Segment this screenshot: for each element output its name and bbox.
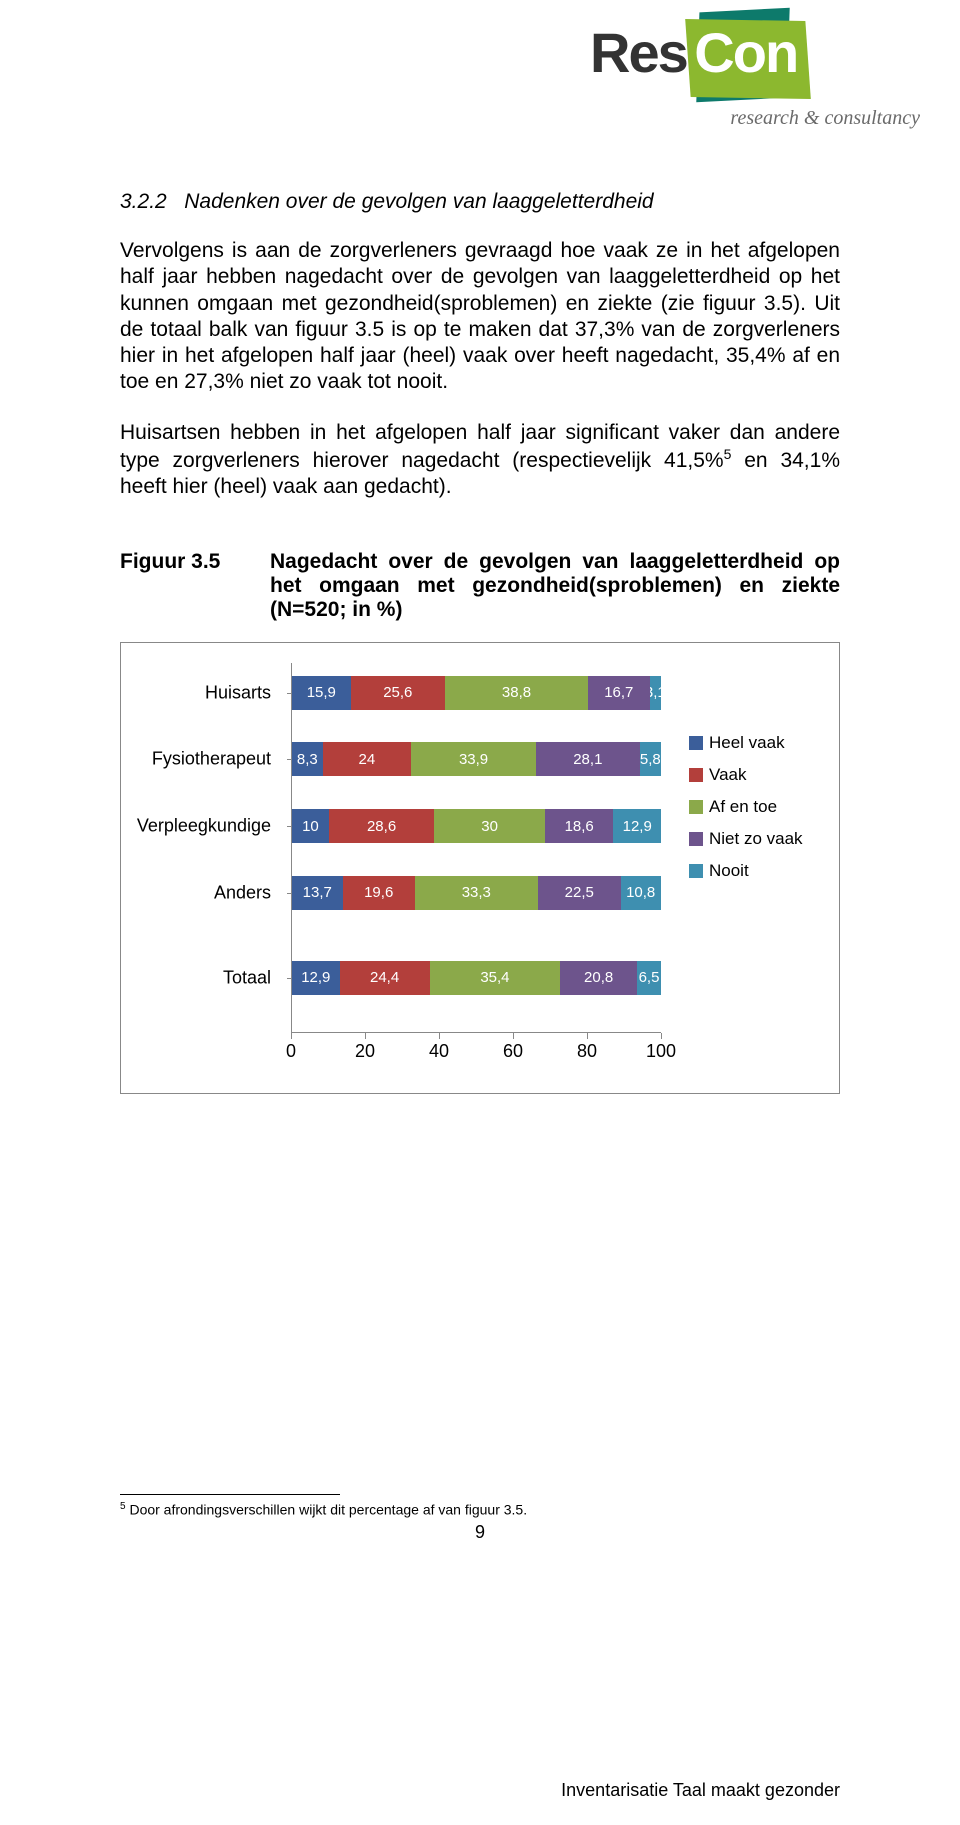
bar-segment: 24,4 [340, 961, 430, 995]
bar-row: 15,925,638,816,73,1 [292, 676, 661, 710]
bar-segment: 13,7 [292, 876, 343, 910]
paragraph-1: Vervolgens is aan de zorgverleners gevra… [120, 238, 840, 396]
paragraph-2: Huisartsen hebben in het afgelopen half … [120, 420, 840, 501]
y-axis-label: Anders [214, 882, 271, 903]
legend-swatch [689, 736, 703, 750]
legend-swatch [689, 832, 703, 846]
legend-item: Vaak [689, 765, 829, 785]
legend-swatch [689, 768, 703, 782]
bar-segment: 28,6 [329, 809, 434, 843]
logo-tagline: research & consultancy [730, 107, 920, 130]
bar-segment: 5,8 [640, 742, 661, 776]
bar-segment: 33,9 [411, 742, 536, 776]
bar-segment: 3,1 [650, 676, 661, 710]
legend-label: Af en toe [709, 797, 777, 817]
x-axis-label: 100 [646, 1041, 676, 1062]
bar-segment: 30 [434, 809, 545, 843]
footnote: 5 Door afrondingsverschillen wijkt dit p… [120, 1501, 840, 1518]
legend-label: Vaak [709, 765, 747, 785]
page-content: 3.2.2 Nadenken over de gevolgen van laag… [120, 190, 840, 1543]
bar-segment: 8,3 [292, 742, 323, 776]
legend-label: Nooit [709, 861, 749, 881]
bar-segment: 15,9 [292, 676, 351, 710]
figure-number: Figuur 3.5 [120, 550, 270, 622]
legend-label: Heel vaak [709, 733, 785, 753]
bar-segment: 16,7 [588, 676, 650, 710]
section-number: 3.2.2 [120, 190, 167, 213]
figure-label: Figuur 3.5 Nagedacht over de gevolgen va… [120, 550, 840, 622]
section-title: Nadenken over de gevolgen van laaggelett… [184, 190, 653, 213]
logo-text-left: Res [590, 20, 687, 85]
logo: Res Con research & consultancy [590, 20, 920, 140]
legend-item: Af en toe [689, 797, 829, 817]
chart-plot: Huisarts Fysiotherapeut Verpleegkundige And… [131, 663, 674, 1083]
bar-row: 13,719,633,322,510,8 [292, 876, 661, 910]
figure-caption: Nagedacht over de gevolgen van laaggelet… [270, 550, 840, 622]
logo-graphic: Con [688, 20, 797, 85]
x-tick [439, 1033, 440, 1039]
x-axis-label: 0 [286, 1041, 296, 1062]
bar-segment: 6,5 [637, 961, 661, 995]
bar-segment: 20,8 [560, 961, 637, 995]
x-tick [365, 1033, 366, 1039]
x-axis-label: 60 [503, 1041, 523, 1062]
footer: Inventarisatie Taal maakt gezonder [561, 1780, 840, 1801]
footnote-separator [120, 1494, 340, 1495]
x-tick [291, 1033, 292, 1039]
bar-segment: 10 [292, 809, 329, 843]
bar-segment: 12,9 [613, 809, 661, 843]
legend-label: Niet zo vaak [709, 829, 803, 849]
bar-segment: 25,6 [351, 676, 445, 710]
chart-legend: Heel vaak Vaak Af en toe Niet zo vaak Nooit [674, 663, 829, 1083]
legend-swatch [689, 864, 703, 878]
chart-container: Huisarts Fysiotherapeut Verpleegkundige And… [120, 642, 840, 1094]
x-axis-label: 20 [355, 1041, 375, 1062]
footnote-text: Door afrondingsverschillen wijkt dit per… [126, 1502, 528, 1518]
y-axis-label: Totaal [223, 967, 271, 988]
x-axis-label: 80 [577, 1041, 597, 1062]
x-tick [661, 1033, 662, 1039]
x-axis-label: 40 [429, 1041, 449, 1062]
bar-segment: 28,1 [536, 742, 640, 776]
y-axis-label: Fysiotherapeut [152, 749, 271, 770]
section-heading: 3.2.2 Nadenken over de gevolgen van laag… [120, 190, 840, 214]
legend-item: Niet zo vaak [689, 829, 829, 849]
bar-segment: 35,4 [430, 961, 561, 995]
bar-segment: 18,6 [545, 809, 614, 843]
bar-segment: 33,3 [415, 876, 538, 910]
x-axis: 020406080100 [291, 1033, 661, 1063]
legend-item: Nooit [689, 861, 829, 881]
bar-row: 1028,63018,612,9 [292, 809, 661, 843]
y-axis-label: Huisarts [205, 682, 271, 703]
logo-text-right: Con [688, 21, 797, 84]
page-number: 9 [120, 1522, 840, 1543]
bar-segment: 24 [323, 742, 411, 776]
bar-segment: 38,8 [445, 676, 588, 710]
plot-area: 15,925,638,816,73,18,32433,928,15,81028,… [291, 663, 661, 1033]
bar-row: 8,32433,928,15,8 [292, 742, 661, 776]
x-tick [587, 1033, 588, 1039]
y-axis-label: Verpleegkundige [137, 816, 271, 837]
bar-segment: 19,6 [343, 876, 415, 910]
bar-segment: 10,8 [621, 876, 661, 910]
bar-segment: 12,9 [292, 961, 340, 995]
legend-swatch [689, 800, 703, 814]
y-axis: Huisarts Fysiotherapeut Verpleegkundige And… [131, 663, 281, 973]
x-tick [513, 1033, 514, 1039]
bar-row: 12,924,435,420,86,5 [292, 961, 661, 995]
legend-item: Heel vaak [689, 733, 829, 753]
bar-segment: 22,5 [538, 876, 621, 910]
